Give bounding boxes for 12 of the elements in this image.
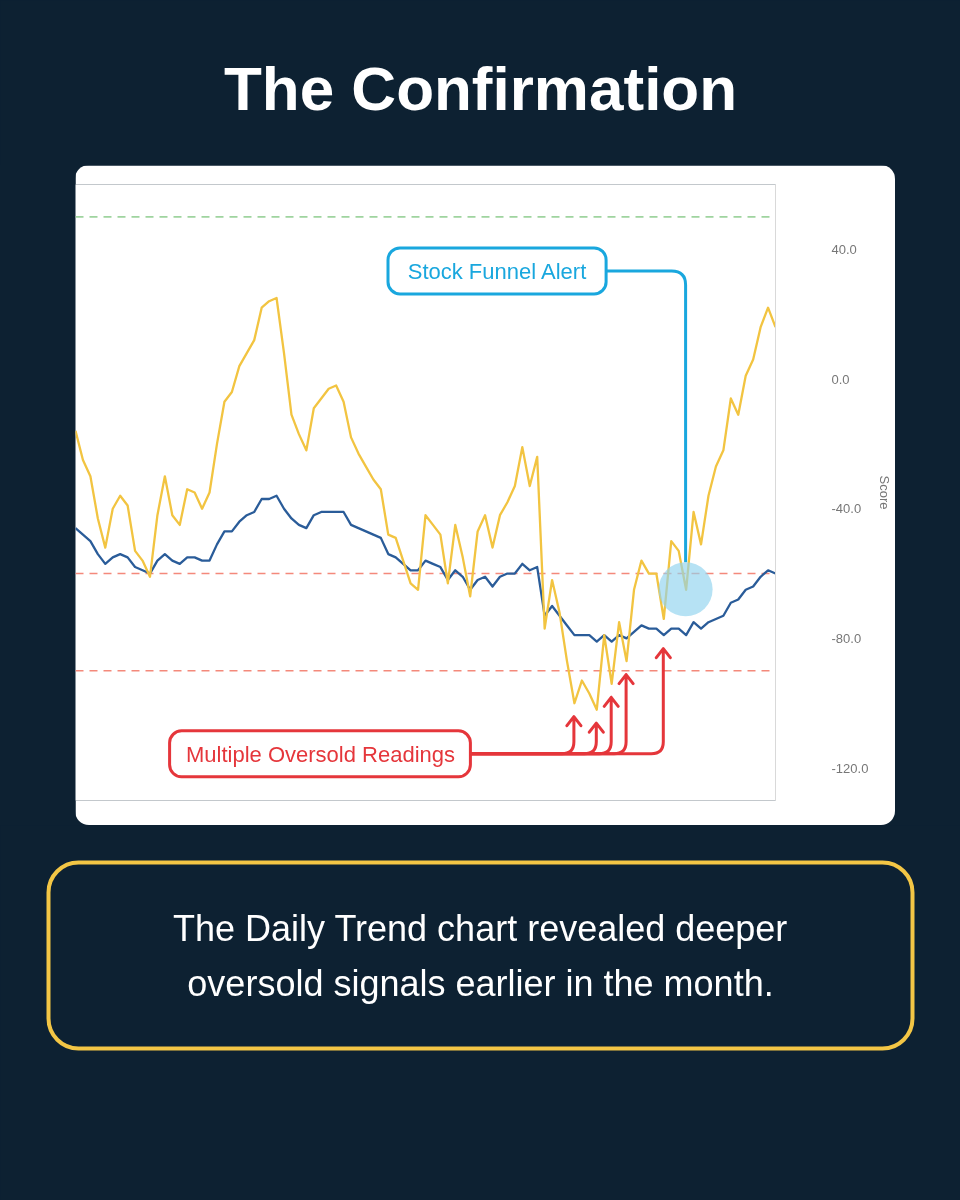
text: The Daily Trend chart revealed deeper oversold signals earlier in the month. [173,907,788,1004]
line-series [75,296,776,711]
y-tick-label: 0.0 [831,371,850,387]
y-tick-label: 40.0 [831,241,857,257]
y-tick-label: -80.0 [831,630,862,646]
chart-title: The Confirmation [223,54,738,123]
y-axis-title: Score [877,475,893,510]
y-tick-label: -40.0 [831,501,862,517]
annotation: Stock Funnel Alert [407,258,587,284]
annotation: Multiple Oversold Readings [185,741,456,767]
line-series [75,494,776,643]
y-tick-label: -120.0 [831,760,869,776]
